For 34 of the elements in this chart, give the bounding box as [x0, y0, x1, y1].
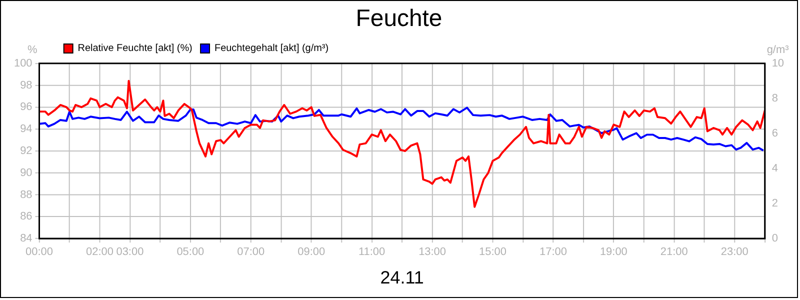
y-axis-title: %: [28, 44, 38, 56]
y2-tick-label: 6: [772, 127, 778, 140]
x-tick-label: 21:00: [660, 246, 688, 258]
x-tick-label: 17:00: [540, 246, 567, 258]
y2-tick-label: 4: [772, 162, 778, 175]
x-tick-label: 09:00: [298, 246, 326, 258]
y2-axis-title: g/m³: [766, 44, 790, 56]
x-tick-label: 03:00: [116, 246, 144, 258]
x-tick-label: 19:00: [600, 246, 628, 258]
x-tick-label: 11:00: [358, 246, 386, 258]
x-tick-label: 00:00: [26, 246, 53, 258]
y-tick-label: 98: [20, 79, 32, 92]
y2-tick-label: 8: [772, 92, 778, 104]
x-tick-label: 05:00: [176, 246, 204, 258]
chart-title: Feuchte: [356, 4, 442, 32]
legend-label: Feuchtegehalt [akt] (g/m³): [214, 43, 329, 54]
x-tick-label: 13:00: [418, 246, 446, 258]
y-tick-label: 100: [14, 57, 32, 70]
x-tick-label: 15:00: [479, 246, 506, 258]
y2-tick-label: 2: [772, 198, 778, 210]
y-tick-label: 96: [20, 101, 32, 114]
x-axis-title: 24.11: [380, 267, 424, 288]
y-tick-label: 88: [20, 188, 32, 201]
y2-tick-label: 0: [772, 232, 778, 245]
y-tick-label: 92: [20, 145, 32, 157]
y-tick-label: 90: [20, 166, 32, 179]
x-tick-label: 07:00: [237, 246, 265, 258]
y-tick-label: 84: [20, 232, 32, 245]
x-tick-label: 23:00: [720, 246, 748, 258]
x-tick-label: 02:00: [86, 246, 114, 258]
y-tick-label: 94: [20, 123, 32, 136]
y2-tick-label: 10: [772, 57, 784, 70]
legend-label: Relative Feuchte [akt] (%): [78, 43, 192, 54]
y-tick-label: 86: [20, 210, 32, 223]
